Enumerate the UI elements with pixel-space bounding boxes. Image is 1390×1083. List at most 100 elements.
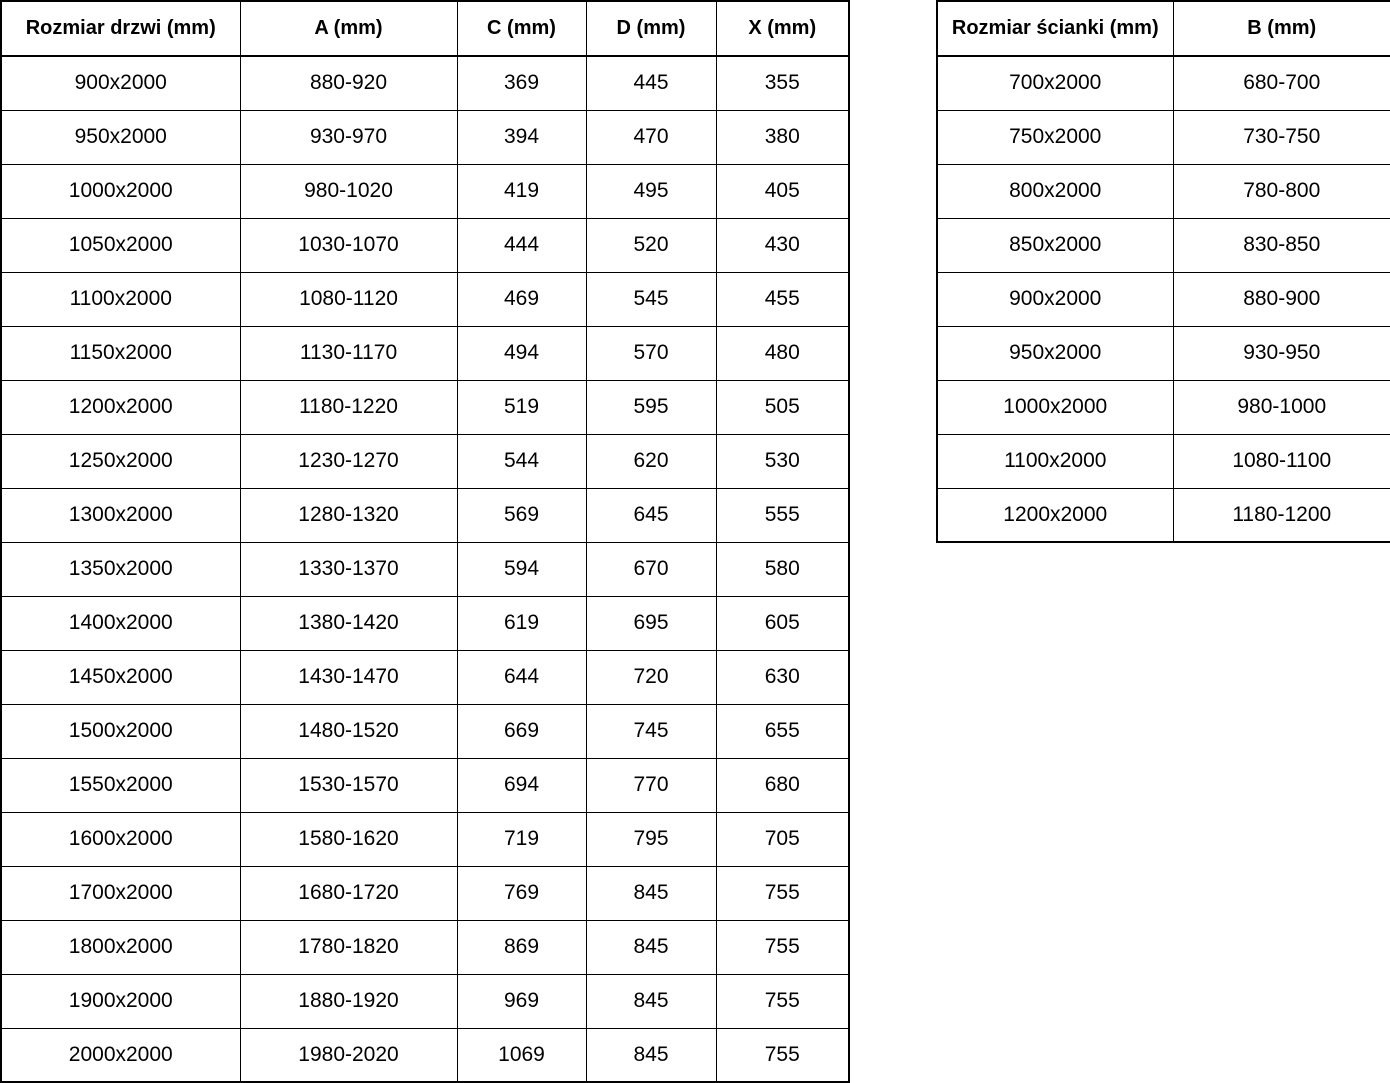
table-cell: 1500x2000 [0,703,241,759]
table-cell: 1800x2000 [0,919,241,975]
table-cell: 750x2000 [936,109,1174,165]
table-cell: 1400x2000 [0,595,241,651]
table-cell: 1230-1270 [239,433,458,489]
table-cell: 980-1020 [239,163,458,219]
table-cell: 1080-1120 [239,271,458,327]
table-cell: 670 [585,541,717,597]
table-row: 1600x2000 1580-1620 719 795 705 [0,811,850,867]
table-cell: 880-900 [1172,271,1390,327]
table-row: 1200x2000 1180-1220 519 595 505 [0,379,850,435]
table-row: 1900x2000 1880-1920 969 845 755 [0,973,850,1029]
table-cell: 1380-1420 [239,595,458,651]
table-cell: 795 [585,811,717,867]
table-cell: 800x2000 [936,163,1174,219]
table-cell: 580 [715,541,850,597]
table-cell: 1250x2000 [0,433,241,489]
table-cell: 469 [456,271,587,327]
table-row: 1300x2000 1280-1320 569 645 555 [0,487,850,543]
table-cell: 950x2000 [936,325,1174,381]
table-cell: 755 [715,919,850,975]
table-cell: 869 [456,919,587,975]
table-cell: 980-1000 [1172,379,1390,435]
table-cell: 1000x2000 [0,163,241,219]
table-row: 750x2000 730-750 [936,109,1390,165]
table-cell: 394 [456,109,587,165]
table-cell: 845 [585,973,717,1029]
table-cell: 595 [585,379,717,435]
table-row: 1100x2000 1080-1100 [936,433,1390,489]
table-cell: 1450x2000 [0,649,241,705]
table-cell: 755 [715,865,850,921]
header-row: Rozmiar drzwi (mm) A (mm) C (mm) D (mm) X (m… [0,0,850,57]
table-cell: 1300x2000 [0,487,241,543]
table-cell: 1180-1200 [1172,487,1390,543]
table-cell: 719 [456,811,587,867]
table-cell: 680 [715,757,850,813]
table-cell: 969 [456,973,587,1029]
table-cell: 1550x2000 [0,757,241,813]
table-row: 1700x2000 1680-1720 769 845 755 [0,865,850,921]
table-row: 1200x2000 1180-1200 [936,487,1390,543]
table-row: 2000x2000 1980-2020 1069 845 755 [0,1027,850,1083]
table-cell: 1580-1620 [239,811,458,867]
table-cell: 1150x2000 [0,325,241,381]
table-cell: 1050x2000 [0,217,241,273]
table-cell: 544 [456,433,587,489]
table-cell: 769 [456,865,587,921]
table-cell: 644 [456,649,587,705]
table-cell: 830-850 [1172,217,1390,273]
table-cell: 1350x2000 [0,541,241,597]
table-cell: 1100x2000 [0,271,241,327]
table-cell: 1030-1070 [239,217,458,273]
table-cell: 1780-1820 [239,919,458,975]
table-cell: 355 [715,55,850,111]
table-row: 1800x2000 1780-1820 869 845 755 [0,919,850,975]
table-cell: 770 [585,757,717,813]
table-cell: 2000x2000 [0,1027,241,1083]
table-row: 1450x2000 1430-1470 644 720 630 [0,649,850,705]
table-row: 1400x2000 1380-1420 619 695 605 [0,595,850,651]
table-cell: 845 [585,865,717,921]
table-cell: 680-700 [1172,55,1390,111]
table-cell: 445 [585,55,717,111]
table-row: 900x2000 880-900 [936,271,1390,327]
table-cell: 380 [715,109,850,165]
table-cell: 1480-1520 [239,703,458,759]
table-cell: 1530-1570 [239,757,458,813]
table-cell: 405 [715,163,850,219]
table-cell: 900x2000 [0,55,241,111]
table-cell: 755 [715,973,850,1029]
table-cell: 780-800 [1172,163,1390,219]
table-row: 1050x2000 1030-1070 444 520 430 [0,217,850,273]
column-header: X (mm) [715,0,850,57]
table-cell: 1200x2000 [0,379,241,435]
table-cell: 845 [585,919,717,975]
header-row: Rozmiar ścianki (mm) B (mm) [936,0,1390,57]
table-cell: 645 [585,487,717,543]
table-cell: 494 [456,325,587,381]
table-row: 950x2000 930-950 [936,325,1390,381]
door-size-table: Rozmiar drzwi (mm) A (mm) C (mm) D (mm) X (m… [0,0,850,1083]
table-cell: 530 [715,433,850,489]
table-row: 1000x2000 980-1000 [936,379,1390,435]
table-cell: 1700x2000 [0,865,241,921]
wall-size-table: Rozmiar ścianki (mm) B (mm) 700x2000 680-7… [936,0,1390,543]
table-cell: 1130-1170 [239,325,458,381]
table-cell: 495 [585,163,717,219]
table-row: 1100x2000 1080-1120 469 545 455 [0,271,850,327]
table-cell: 369 [456,55,587,111]
table-row: 900x2000 880-920 369 445 355 [0,55,850,111]
table-cell: 1200x2000 [936,487,1174,543]
column-header: C (mm) [456,0,587,57]
table-cell: 430 [715,217,850,273]
table-cell: 1680-1720 [239,865,458,921]
table-row: 850x2000 830-850 [936,217,1390,273]
table-row: 1550x2000 1530-1570 694 770 680 [0,757,850,813]
table-cell: 695 [585,595,717,651]
table-cell: 1180-1220 [239,379,458,435]
table-cell: 755 [715,1027,850,1083]
table-cell: 700x2000 [936,55,1174,111]
table-cell: 1080-1100 [1172,433,1390,489]
table-cell: 880-920 [239,55,458,111]
